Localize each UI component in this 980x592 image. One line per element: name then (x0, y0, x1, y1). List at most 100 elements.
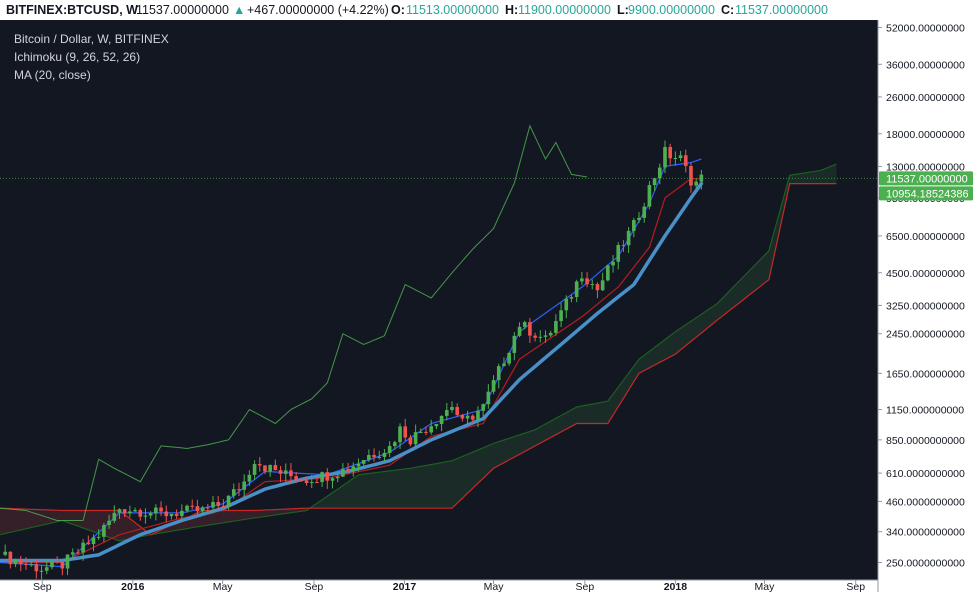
cloud-fill (805, 171, 811, 184)
cloud-fill (384, 470, 390, 509)
y-tick-label: 850.0000000000 (886, 435, 965, 447)
cloud-fill (353, 474, 359, 509)
candle-body (460, 415, 465, 419)
candle-body (122, 509, 127, 514)
x-tick-label: May (213, 581, 234, 592)
cloud-fill (88, 510, 94, 532)
candle-body (502, 363, 506, 367)
candle-body (309, 482, 314, 484)
candle-body (112, 512, 117, 521)
cloud-fill (748, 266, 754, 296)
candle-body (372, 455, 376, 458)
cloud-fill (685, 321, 691, 346)
price-axis-panel[interactable] (878, 20, 980, 592)
price-change: +467.00000000 (+4.22%) (247, 3, 389, 17)
x-tick-label: 2017 (393, 581, 417, 592)
candle-body (34, 564, 39, 572)
cloud-fill (571, 406, 577, 427)
up-arrow-icon: ▲ (233, 3, 246, 17)
candle-body (237, 489, 241, 491)
candle-body (55, 561, 59, 563)
candle-body (600, 280, 605, 291)
cloud-fill (467, 452, 473, 494)
ichimoku-cloud (0, 163, 837, 542)
tenkan-sen (0, 158, 702, 568)
candle-body (496, 366, 501, 381)
candle-body (247, 474, 252, 482)
candle-body (44, 567, 49, 571)
cloud-fill (166, 525, 172, 533)
candle-body (252, 464, 257, 475)
candle-body (694, 181, 698, 186)
x-tick-label: May (484, 581, 505, 592)
cloud-fill (664, 335, 671, 360)
candle-body (278, 470, 283, 474)
candle-body (533, 335, 537, 338)
cloud-fill (592, 403, 598, 424)
candle-body (60, 561, 65, 569)
cloud-fill (670, 331, 676, 357)
cloud-fill (77, 510, 84, 528)
legend-ichimoku[interactable]: Ichimoku (9, 26, 52, 26) (14, 50, 140, 64)
y-tick-label: 340.0000000000 (886, 527, 965, 539)
cloud-fill (233, 510, 239, 522)
candle-body (673, 158, 678, 160)
candle-body (465, 415, 470, 419)
cloud-fill (831, 164, 837, 184)
candle-body (538, 336, 543, 338)
cloud-fill (129, 518, 136, 539)
cloud-fill (275, 509, 281, 515)
candle-body (507, 352, 511, 364)
candle-body (367, 455, 371, 460)
candle-body (632, 220, 636, 231)
cloud-fill (249, 510, 255, 519)
candle-body (429, 426, 434, 433)
candle-body (335, 476, 340, 479)
cloud-fill (742, 272, 749, 300)
cloud-fill (581, 405, 588, 424)
candle-body (185, 505, 189, 511)
cloud-fill (446, 460, 452, 509)
price-chart[interactable]: 52000.00000000 36000.00000000 26000.000000… (0, 20, 980, 592)
price-badge-box (879, 171, 973, 186)
cloud-fill (820, 168, 827, 184)
cloud-fill (727, 287, 733, 313)
legend-title: Bitcoin / Dollar, W, BITFINEX (14, 32, 169, 46)
cloud-fill (753, 261, 759, 292)
x-tick-label: Sep (33, 581, 52, 592)
x-tick-label: Sep (575, 581, 594, 592)
y-tick-label: 1650.000000000 (886, 368, 965, 380)
open-label: O: (391, 3, 405, 17)
candle-body (226, 495, 231, 508)
candle-body (81, 542, 85, 553)
legend-ma[interactable]: MA (20, close) (14, 68, 91, 82)
last-price: 11537.00000000 (136, 3, 229, 17)
candle-body (611, 261, 615, 266)
cloud-fill (462, 454, 468, 499)
cloud-fill (57, 510, 63, 522)
y-tick-label: 4500.000000000 (886, 268, 965, 280)
cloud-fill (488, 443, 494, 474)
cloud-fill (597, 402, 603, 424)
cloud-fill (519, 433, 525, 455)
cloud-fill (550, 418, 556, 438)
candle-body (517, 326, 522, 336)
cloud-fill (51, 510, 58, 523)
cloud-fill (426, 464, 432, 509)
cloud-fill (763, 250, 769, 284)
cloud-fill (498, 440, 504, 466)
time-axis-panel[interactable] (0, 580, 878, 592)
candle-body (569, 297, 574, 299)
x-tick-label: May (755, 581, 776, 592)
cloud-fill (316, 499, 323, 509)
cloud-fill (415, 466, 421, 509)
open-value: 11513.00000000 (406, 3, 499, 17)
x-tick-label: Sep (846, 581, 865, 592)
y-tick-label: 36000.00000000 (886, 59, 965, 71)
cloud-fill (436, 462, 442, 509)
cloud-fill (280, 509, 286, 515)
candle-body (606, 265, 610, 281)
cloud-fill (649, 347, 655, 368)
candle-body (434, 423, 439, 427)
candle-body (164, 511, 169, 517)
